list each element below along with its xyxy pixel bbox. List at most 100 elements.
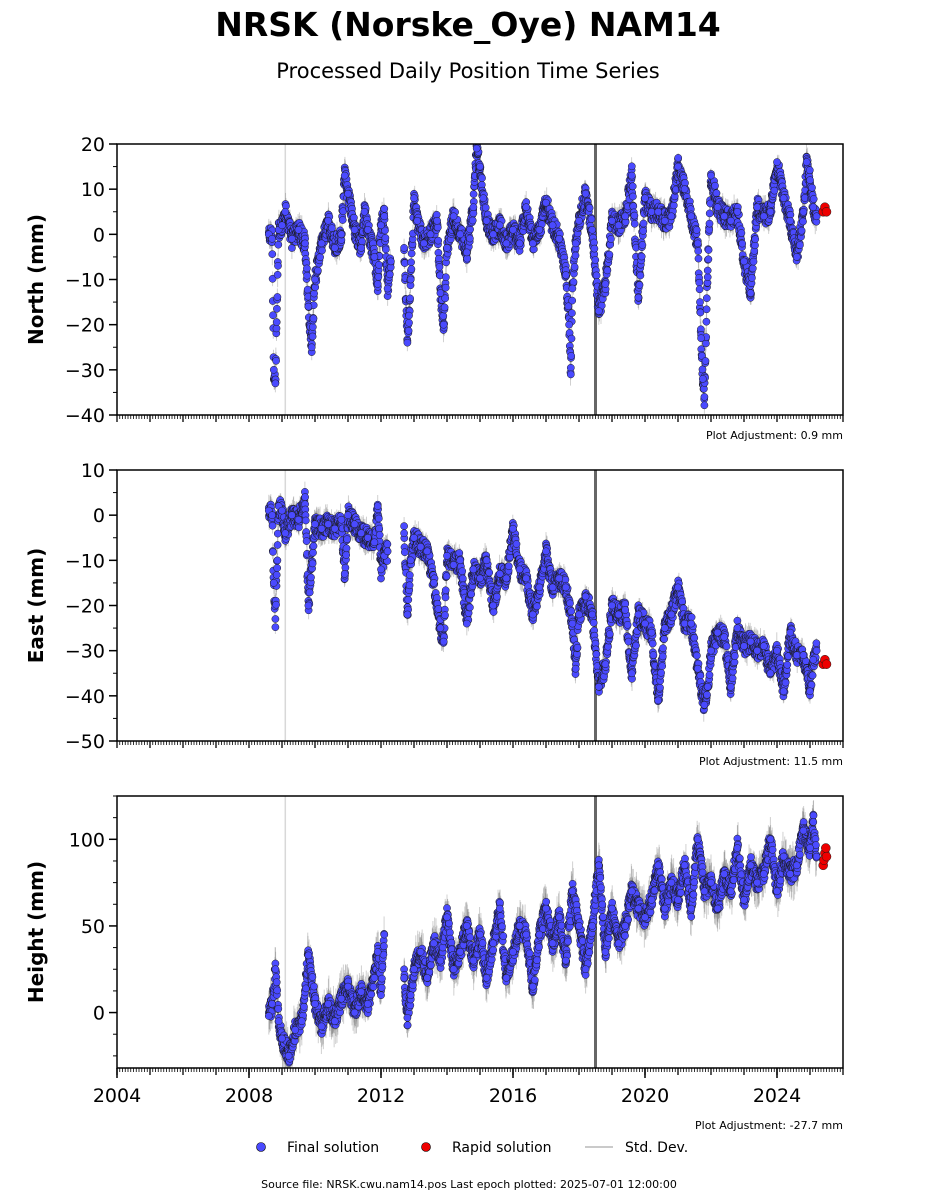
north-final-point xyxy=(748,264,757,273)
north-final-point xyxy=(647,207,656,216)
north-final-point xyxy=(674,154,683,162)
north-final-point xyxy=(694,247,703,255)
chart-subtitle: Processed Daily Position Time Series xyxy=(276,59,660,83)
north-final-point xyxy=(680,185,689,194)
north-final-point xyxy=(407,258,415,267)
north-final-point xyxy=(462,248,471,257)
north-final-point xyxy=(696,308,705,317)
north-final-point xyxy=(802,158,811,166)
north-final-point xyxy=(702,317,711,326)
north-final-point xyxy=(274,240,283,249)
north-final-point xyxy=(786,216,795,225)
north-final-point xyxy=(288,234,296,243)
north-final-point xyxy=(692,226,701,234)
north-final-point xyxy=(340,171,349,180)
north-final-point xyxy=(357,244,366,252)
north-final-point xyxy=(385,270,394,279)
north-final-point xyxy=(413,216,422,225)
north-final-point xyxy=(639,219,648,228)
north-final-point xyxy=(403,338,412,347)
north-final-point xyxy=(380,212,389,221)
north-final-point xyxy=(566,363,575,372)
north-final-point xyxy=(587,215,596,223)
north-final-point xyxy=(308,332,317,341)
north-final-point xyxy=(571,251,580,260)
north-final-point xyxy=(799,217,807,226)
north-final-point xyxy=(687,212,696,221)
north-final-point xyxy=(705,219,714,228)
north-final-point xyxy=(440,303,449,312)
north-final-point xyxy=(434,236,443,245)
north-final-point xyxy=(481,203,490,212)
north-final-point xyxy=(565,320,573,329)
north-final-point xyxy=(669,201,678,210)
north-final-point xyxy=(338,216,347,224)
north-final-point xyxy=(478,174,486,182)
north-final-point xyxy=(738,239,747,248)
north-final-point xyxy=(809,195,818,203)
north-final-point xyxy=(594,307,603,315)
north-final-point xyxy=(753,203,762,212)
north-final-point xyxy=(571,239,580,248)
north-final-point xyxy=(324,216,333,225)
north-final-point xyxy=(627,162,636,171)
north-final-point xyxy=(400,259,409,267)
north-final-point xyxy=(733,207,742,216)
north-final-point xyxy=(779,194,788,203)
north-final-point xyxy=(737,229,746,237)
north-final-point xyxy=(806,176,814,184)
north-final-point xyxy=(374,272,383,281)
north-final-point xyxy=(748,274,756,282)
north-final-point xyxy=(711,181,719,190)
north-final-point xyxy=(809,203,818,212)
north-final-point xyxy=(740,257,748,266)
north-final-point xyxy=(637,252,646,261)
north-final-point xyxy=(746,289,755,297)
north-final-point xyxy=(704,246,713,254)
north-final-point xyxy=(707,171,715,180)
north-final-point xyxy=(639,227,648,235)
north-plot-area xyxy=(264,144,832,415)
north-final-point xyxy=(502,239,511,248)
north-final-point xyxy=(406,275,415,284)
north-rapid-points xyxy=(818,202,832,217)
north-final-point xyxy=(695,278,704,287)
north-final-point xyxy=(667,212,676,221)
north-final-point xyxy=(630,211,639,220)
north-final-point xyxy=(269,365,278,374)
north-final-point xyxy=(630,219,639,228)
north-final-point xyxy=(770,186,779,195)
north-final-point xyxy=(575,216,583,225)
north-final-point xyxy=(638,241,647,249)
north-final-point xyxy=(641,194,649,203)
north-final-point xyxy=(703,273,712,281)
north-final-point xyxy=(426,230,435,239)
north-final-point xyxy=(269,311,277,320)
north-final-point xyxy=(406,294,414,303)
north-final-point xyxy=(271,379,280,388)
north-final-point xyxy=(568,284,577,293)
north-final-point xyxy=(749,257,758,266)
north-final-point xyxy=(568,296,577,305)
north-final-point xyxy=(591,256,600,264)
north-final-point xyxy=(433,216,441,225)
north-final-point xyxy=(288,244,296,252)
north-final-point xyxy=(420,239,428,248)
north-final-point xyxy=(472,144,481,153)
north-final-point xyxy=(281,207,290,216)
north-final-point xyxy=(383,284,392,293)
north-final-points xyxy=(264,144,821,410)
north-final-point xyxy=(700,401,709,410)
north-final-point xyxy=(705,209,714,218)
north-final-point xyxy=(268,274,277,283)
north-final-point xyxy=(674,162,682,171)
north-final-point xyxy=(566,370,575,379)
north-final-point xyxy=(272,356,280,365)
north-final-point xyxy=(603,266,612,275)
north-final-point xyxy=(307,343,316,352)
north-final-point xyxy=(468,216,477,225)
north-final-point xyxy=(482,216,491,225)
north-final-point xyxy=(704,255,713,264)
north-final-point xyxy=(535,225,544,234)
north-final-point xyxy=(601,280,610,288)
